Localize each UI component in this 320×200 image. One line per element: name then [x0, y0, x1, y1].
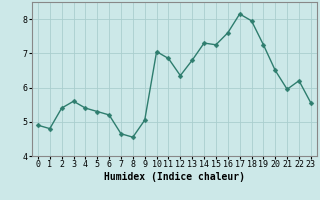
X-axis label: Humidex (Indice chaleur): Humidex (Indice chaleur)	[104, 172, 245, 182]
